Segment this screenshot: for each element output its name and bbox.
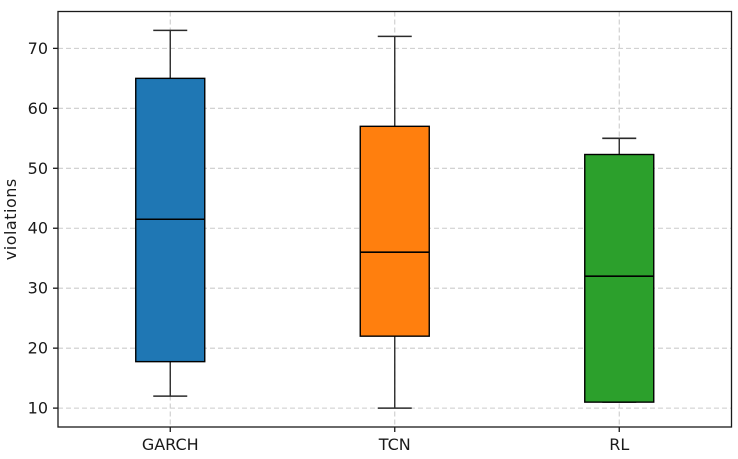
- y-tick-label: 10: [28, 399, 48, 418]
- x-tick-label-garch: GARCH: [142, 435, 199, 454]
- box-rl: [584, 153, 655, 403]
- x-tick-label-rl: RL: [609, 435, 629, 454]
- y-tick-label: 30: [28, 279, 48, 298]
- box-tcn: [359, 125, 430, 337]
- y-axis-label: violations: [1, 178, 20, 260]
- y-tick-label: 70: [28, 39, 48, 58]
- y-tick-label: 50: [28, 159, 48, 178]
- y-tick-label: 60: [28, 99, 48, 118]
- x-tick-label-tcn: TCN: [378, 435, 411, 454]
- y-tick-label: 20: [28, 339, 48, 358]
- y-tick-label: 40: [28, 219, 48, 238]
